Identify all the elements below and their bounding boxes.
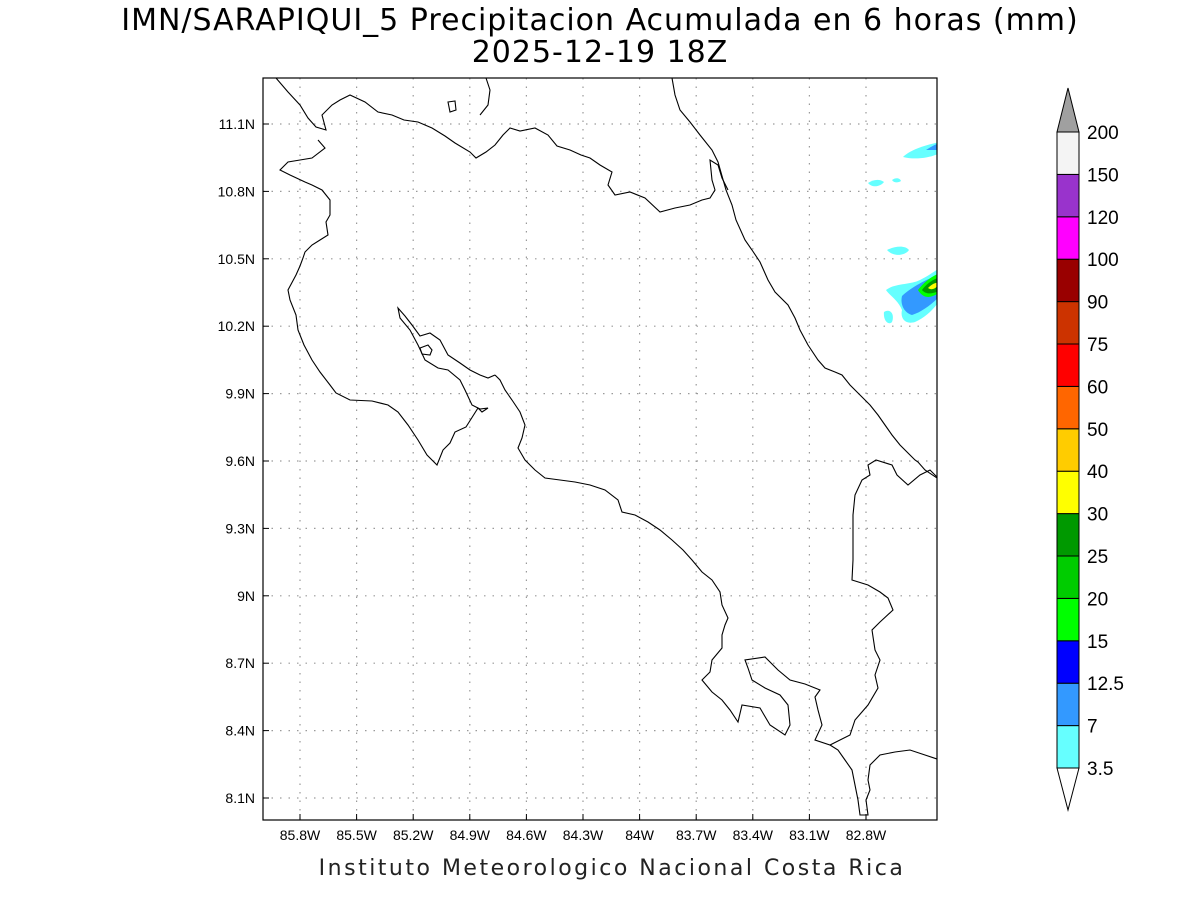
colorbar-segment: [1056, 131, 1080, 175]
lon-tick-label: 83.1W: [789, 827, 830, 843]
colorbar-label: 150: [1087, 165, 1119, 186]
colorbar-segment: [1056, 682, 1080, 727]
coastline-caribbean: [671, 78, 937, 479]
colorbar-label: 3.5: [1087, 759, 1113, 780]
precip-area-3_5: [892, 178, 901, 183]
lat-tick-label: 9.6N: [225, 453, 255, 469]
colorbar-segment: [1056, 385, 1080, 430]
colorbar-label: 120: [1087, 208, 1119, 229]
lat-tick-label: 8.4N: [225, 723, 255, 739]
colorbar-under-arrow: [1056, 767, 1080, 812]
lat-tick-label: 10.8N: [218, 183, 255, 199]
colorbar-label: 75: [1087, 335, 1108, 356]
lon-tick-labels: 85.8W 85.5W 85.2W 84.9W 84.6W 84.3W 84W 83.7W 83…: [280, 827, 887, 843]
coastline-pacific-north: [275, 78, 729, 213]
colorbar-label: 200: [1087, 123, 1119, 144]
colorbar-label: 12.5: [1087, 674, 1124, 695]
lon-tick-label: 84.6W: [506, 827, 547, 843]
footer-credit: Instituto Meteorologico Nacional Costa R…: [318, 856, 906, 881]
tick-marks: [263, 123, 867, 820]
colorbar-segment: [1056, 555, 1080, 599]
colorbar-label: 20: [1087, 589, 1108, 610]
colorbar-segment: [1056, 258, 1080, 303]
precip-area-30: [928, 282, 937, 290]
lon-tick-label: 84.9W: [450, 827, 491, 843]
lon-tick-label: 85.5W: [336, 827, 377, 843]
coastline-gulf-nicoya-west: [279, 139, 496, 466]
colorbar-segment: [1056, 216, 1080, 260]
colorbar-label: 90: [1087, 293, 1108, 314]
colorbar-label: 30: [1087, 505, 1108, 526]
lat-tick-label: 11.1N: [219, 116, 255, 132]
colorbar-label: 60: [1087, 377, 1108, 398]
precip-area-3_5: [883, 310, 893, 324]
lon-tick-label: 84W: [625, 827, 655, 843]
map-title: IMN/SARAPIQUI_5 Precipitacion Acumulada …: [121, 3, 1079, 38]
map-subtitle: 2025-12-19 18Z: [471, 35, 729, 70]
lat-tick-label: 8.1N: [225, 790, 255, 806]
precip-area-3_5: [868, 179, 884, 187]
colorbar-label: 15: [1087, 632, 1108, 653]
lake-feature: [447, 100, 457, 113]
colorbar-over-arrow: [1056, 87, 1080, 133]
lon-tick-label: 83.7W: [676, 827, 717, 843]
lat-tick-label: 9.3N: [225, 520, 255, 536]
coastline-osa-south: [829, 744, 937, 816]
coastline: [275, 78, 937, 816]
lon-tick-label: 85.8W: [280, 827, 321, 843]
lon-tick-label: 84.3W: [563, 827, 604, 843]
precip-area-25: [922, 278, 937, 294]
colorbar-segment: [1056, 470, 1080, 515]
precip-area-3_5: [903, 142, 937, 159]
colorbar-segment: [1056, 513, 1080, 557]
colorbar-segment: [1056, 640, 1080, 684]
colorbar-label: 100: [1087, 250, 1119, 271]
colorbar-label: 7: [1087, 717, 1098, 738]
precip-areas: [868, 142, 937, 324]
lon-tick-label: 82.8W: [846, 827, 887, 843]
gridlines: [263, 78, 937, 820]
lat-tick-labels: 11.1N 10.8N 10.5N 10.2N 9.9N 9.6N 9.3N 9N 8.7N 8.…: [218, 116, 255, 806]
colorbar-segment: [1056, 428, 1080, 472]
colorbar-segment: [1056, 301, 1080, 345]
colorbar-segment: [1056, 173, 1080, 218]
lon-tick-label: 83.4W: [733, 827, 774, 843]
lon-tick-label: 85.2W: [393, 827, 434, 843]
lat-tick-label: 10.2N: [218, 318, 255, 334]
colorbar-label: 25: [1087, 547, 1108, 568]
lat-tick-label: 9.9N: [225, 386, 255, 402]
map-frame: [262, 77, 938, 821]
colorbar-segment: [1056, 725, 1080, 769]
lat-tick-label: 10.5N: [218, 251, 255, 267]
lat-tick-label: 9N: [237, 588, 255, 604]
colorbar-label: 40: [1087, 462, 1108, 483]
colorbar-segment: [1056, 597, 1080, 642]
lat-tick-label: 8.7N: [225, 655, 255, 671]
colorbar-segment: [1056, 343, 1080, 387]
precip-area-7: [926, 143, 937, 150]
coastline-pacific-central: [494, 374, 937, 746]
nicaragua-border: [479, 78, 491, 116]
colorbar-label: 50: [1087, 420, 1108, 441]
precip-area-3_5: [887, 246, 909, 255]
lake-arenal: [419, 344, 433, 356]
colorbar: 3.5 7 12.5 15 20 25 30 40 50 60 75 90 100 120 150 200: [1056, 87, 1124, 812]
